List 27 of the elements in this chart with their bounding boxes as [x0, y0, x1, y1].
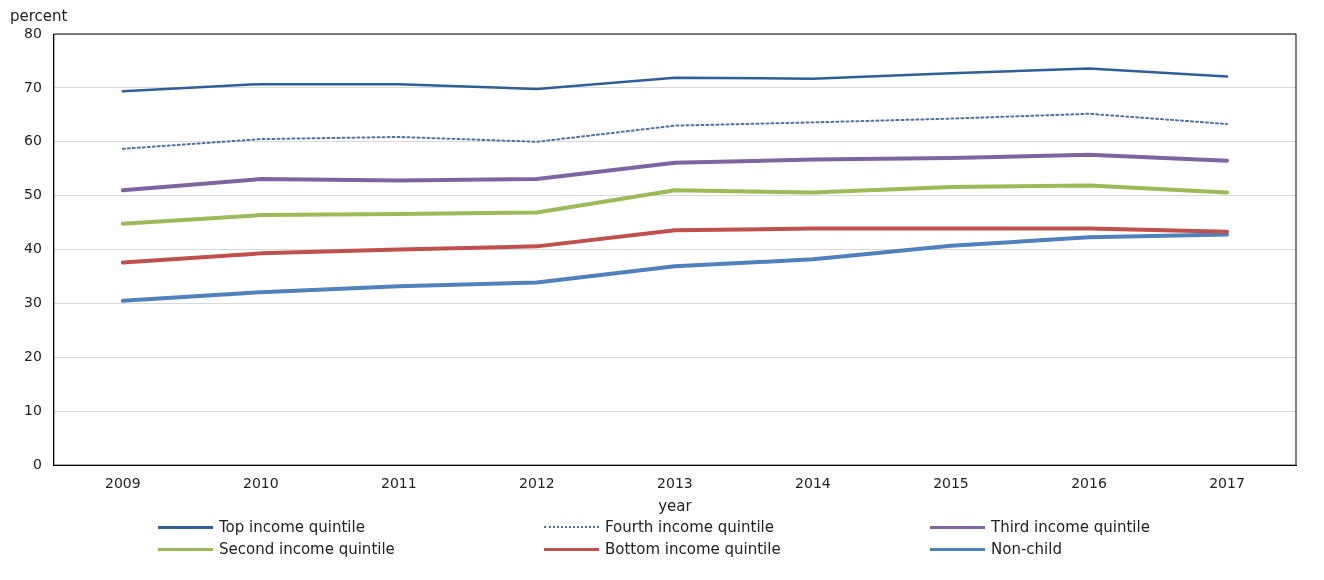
y-tick-label: 30: [23, 294, 42, 311]
legend-label: Second income quintile: [219, 540, 395, 558]
y-tick-label: 0: [32, 455, 42, 472]
y-tick-label: 60: [23, 132, 42, 149]
x-tick-label: 2017: [1209, 475, 1245, 492]
legend-label: Third income quintile: [991, 518, 1150, 536]
y-tick-label: 80: [23, 24, 42, 41]
line-series: [121, 112, 1228, 150]
y-tick-label: 70: [23, 78, 42, 95]
legend-label: Non-child: [991, 540, 1062, 558]
x-tick-label: 2011: [381, 475, 417, 492]
legend-label: Bottom income quintile: [605, 540, 781, 558]
y-tick-label: 10: [23, 401, 42, 418]
legend-label: Fourth income quintile: [605, 518, 774, 536]
x-tick-label: 2010: [243, 475, 279, 492]
y-axis-title: percent: [10, 7, 68, 26]
y-tick-label: 40: [23, 240, 42, 257]
legend-label: Top income quintile: [219, 518, 365, 536]
x-tick-label: 2009: [105, 475, 141, 492]
x-tick-label: 2013: [657, 475, 693, 492]
x-tick-label: 2012: [519, 475, 555, 492]
x-tick-label: 2015: [933, 475, 969, 492]
x-tick-label: 2016: [1071, 475, 1107, 492]
x-axis-title: year: [658, 496, 693, 515]
x-tick-label: 2014: [795, 475, 831, 492]
y-tick-label: 50: [23, 186, 42, 203]
y-tick-label: 20: [23, 348, 42, 365]
